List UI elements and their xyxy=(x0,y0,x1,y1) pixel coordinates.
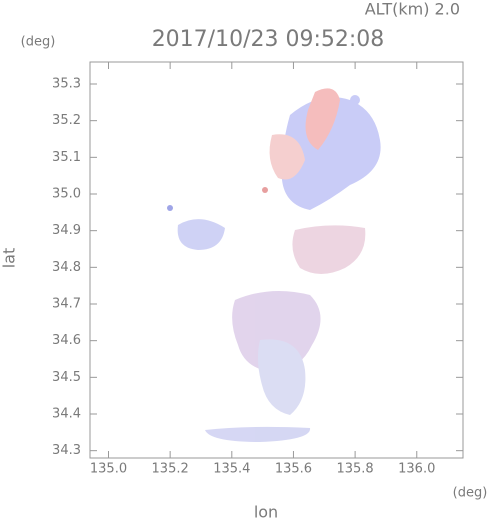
echo-blob xyxy=(257,339,306,415)
altitude-annotation: ALT(km) 2.0 xyxy=(365,0,460,19)
echo-blob xyxy=(177,219,225,250)
x-tick-label: 135.4 xyxy=(213,462,250,477)
echo-blob xyxy=(350,95,360,105)
x-tick-label: 135.2 xyxy=(152,462,189,477)
echo-blob xyxy=(292,225,366,274)
echo-blob xyxy=(205,426,311,442)
echo-blob xyxy=(232,291,321,372)
echo-blob xyxy=(305,88,340,150)
y-tick-label: 34.5 xyxy=(52,370,81,385)
chart-title: 2017/10/23 09:52:08 xyxy=(152,27,385,52)
y-tick-label: 35.0 xyxy=(52,187,81,202)
radar-echoes xyxy=(167,88,381,442)
y-tick-label: 35.1 xyxy=(52,150,81,165)
echo-blob xyxy=(262,187,268,193)
echo-blob xyxy=(167,205,173,211)
y-tick-label: 34.7 xyxy=(52,297,81,312)
y-tick-label: 34.9 xyxy=(52,223,81,238)
plot-frame xyxy=(89,61,464,459)
y-tick-label: 35.3 xyxy=(52,77,81,92)
x-tick-label: 135.6 xyxy=(275,462,312,477)
x-tick-label: 135.8 xyxy=(336,462,373,477)
x-unit: (deg) xyxy=(453,486,488,501)
y-tick-label: 34.3 xyxy=(52,443,81,458)
x-tick-label: 136.0 xyxy=(398,462,435,477)
y-tick-label: 34.4 xyxy=(52,407,81,422)
x-tick-label: 135.0 xyxy=(90,462,127,477)
y-unit: (deg) xyxy=(21,35,56,50)
y-axis-label: lat xyxy=(0,248,19,269)
y-tick-label: 34.8 xyxy=(52,260,81,275)
x-axis-label: lon xyxy=(254,503,278,521)
echo-blob xyxy=(269,134,305,180)
y-tick-label: 34.6 xyxy=(52,333,81,348)
y-tick-label: 35.2 xyxy=(52,113,81,128)
